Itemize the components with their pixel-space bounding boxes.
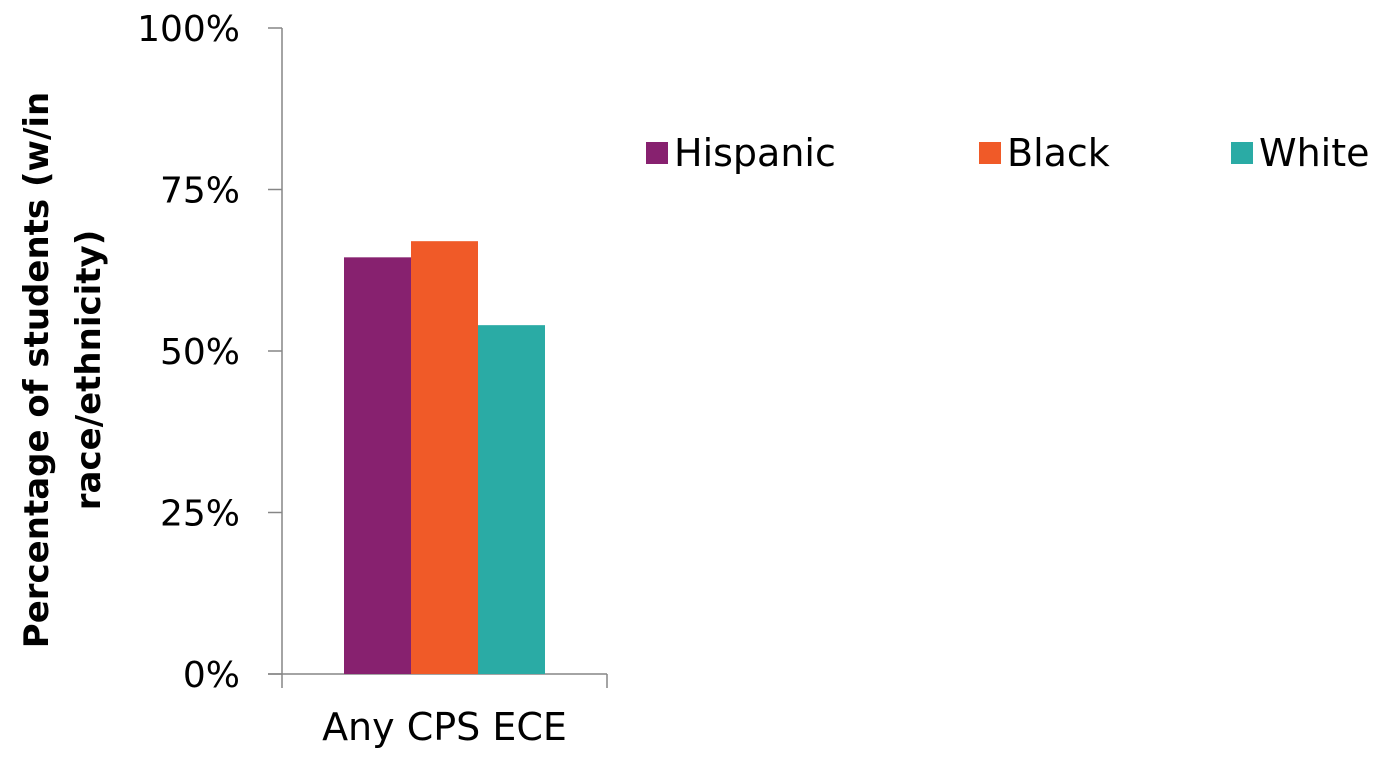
- y-tick-label: 25%: [160, 494, 240, 535]
- bar-hispanic: [344, 257, 411, 674]
- legend-label-hispanic: Hispanic: [674, 131, 836, 175]
- legend-swatch-black: [979, 142, 1001, 164]
- x-tick-label: Any CPS ECE: [322, 705, 567, 749]
- legend-label-white: White: [1259, 131, 1370, 175]
- legend-swatch-white: [1231, 142, 1253, 164]
- y-tick-label: 75%: [160, 171, 240, 212]
- legend-label-black: Black: [1007, 131, 1110, 175]
- bar-black: [411, 241, 478, 674]
- legend: Hispanic Black White: [646, 131, 1370, 175]
- y-tick-label: 50%: [160, 332, 240, 373]
- bars: [344, 241, 545, 674]
- bar-white: [478, 325, 545, 674]
- y-axis-title-line-1: Percentage of students (w/in: [17, 92, 57, 648]
- axes: 0% 25% 50% 75% 100% Any CPS ECE: [137, 9, 608, 749]
- y-tick-label: 100%: [137, 9, 240, 50]
- y-axis-title: Percentage of students (w/in race/ethnic…: [17, 92, 109, 648]
- y-tick-label: 0%: [183, 655, 240, 696]
- y-axis-title-line-2: race/ethnicity): [69, 230, 109, 510]
- legend-swatch-hispanic: [646, 142, 668, 164]
